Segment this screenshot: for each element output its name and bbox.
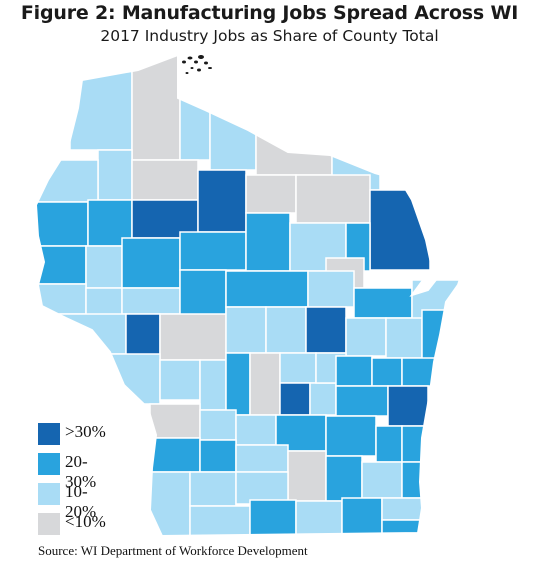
county-region — [121, 237, 181, 289]
county-region — [36, 159, 99, 203]
county-region — [149, 403, 201, 439]
county-region — [225, 306, 267, 354]
county-region — [325, 455, 363, 502]
county-region — [401, 461, 429, 499]
county-region — [199, 439, 237, 473]
county-region — [225, 352, 251, 416]
county-region — [305, 306, 347, 354]
legend-label: <10% — [65, 512, 106, 531]
county-region — [199, 409, 237, 441]
county-region — [385, 317, 423, 359]
county-region — [131, 159, 199, 201]
county-region — [189, 505, 251, 536]
county-region — [179, 97, 211, 161]
county-region — [189, 471, 237, 507]
source-note: Source: WI Department of Workforce Devel… — [38, 543, 308, 558]
county-region — [287, 450, 327, 502]
county-region — [235, 444, 289, 473]
county-region — [325, 415, 377, 457]
legend-label: 20-30% — [65, 452, 97, 491]
county-region — [345, 317, 387, 357]
county-region — [149, 437, 201, 473]
county-region — [97, 149, 133, 201]
county-region — [121, 287, 181, 315]
county-region — [209, 109, 257, 171]
county-region — [197, 169, 247, 233]
figure-title: Figure 2: Manufacturing Jobs Spread Acro… — [20, 2, 519, 24]
county-region — [369, 189, 431, 271]
county-region — [295, 500, 343, 536]
legend-swatch — [38, 423, 60, 445]
county-region — [381, 519, 429, 536]
legend-swatch — [38, 453, 60, 475]
state-outline — [34, 53, 468, 538]
county-region — [307, 270, 355, 308]
county-region — [225, 270, 309, 308]
county-region — [36, 283, 87, 315]
county-region — [361, 461, 403, 499]
county-region — [36, 201, 89, 247]
county-region — [249, 352, 281, 416]
legend-label: >30% — [65, 422, 106, 441]
county-region — [309, 382, 337, 416]
county-region — [341, 497, 383, 536]
county-region — [235, 414, 277, 446]
county-region — [265, 306, 307, 354]
county-region — [69, 69, 133, 151]
county-region — [179, 231, 247, 271]
county-region — [159, 359, 201, 401]
figure-subtitle: 2017 Industry Jobs as Share of County To… — [100, 27, 439, 45]
legend-label: 10-20% — [65, 482, 97, 521]
county-region — [87, 199, 133, 247]
county-region — [279, 352, 317, 384]
county-region — [245, 212, 291, 272]
county-region — [375, 425, 403, 463]
county-region — [249, 499, 297, 536]
county-region — [36, 245, 87, 285]
county-region — [353, 287, 413, 319]
legend-swatch — [38, 513, 60, 535]
county-region — [371, 357, 403, 387]
county-region — [245, 174, 297, 214]
county-region — [387, 385, 429, 427]
county-region — [85, 245, 123, 289]
county-region — [131, 55, 181, 161]
county-region — [159, 313, 227, 361]
county-region — [199, 359, 227, 411]
apostle-islands — [182, 55, 212, 74]
county-region — [295, 174, 371, 224]
county-region — [335, 355, 373, 387]
legend-swatch — [38, 483, 60, 505]
county-region — [235, 471, 289, 505]
county-region — [279, 382, 311, 416]
county-region — [149, 471, 191, 536]
county-region — [335, 385, 389, 417]
